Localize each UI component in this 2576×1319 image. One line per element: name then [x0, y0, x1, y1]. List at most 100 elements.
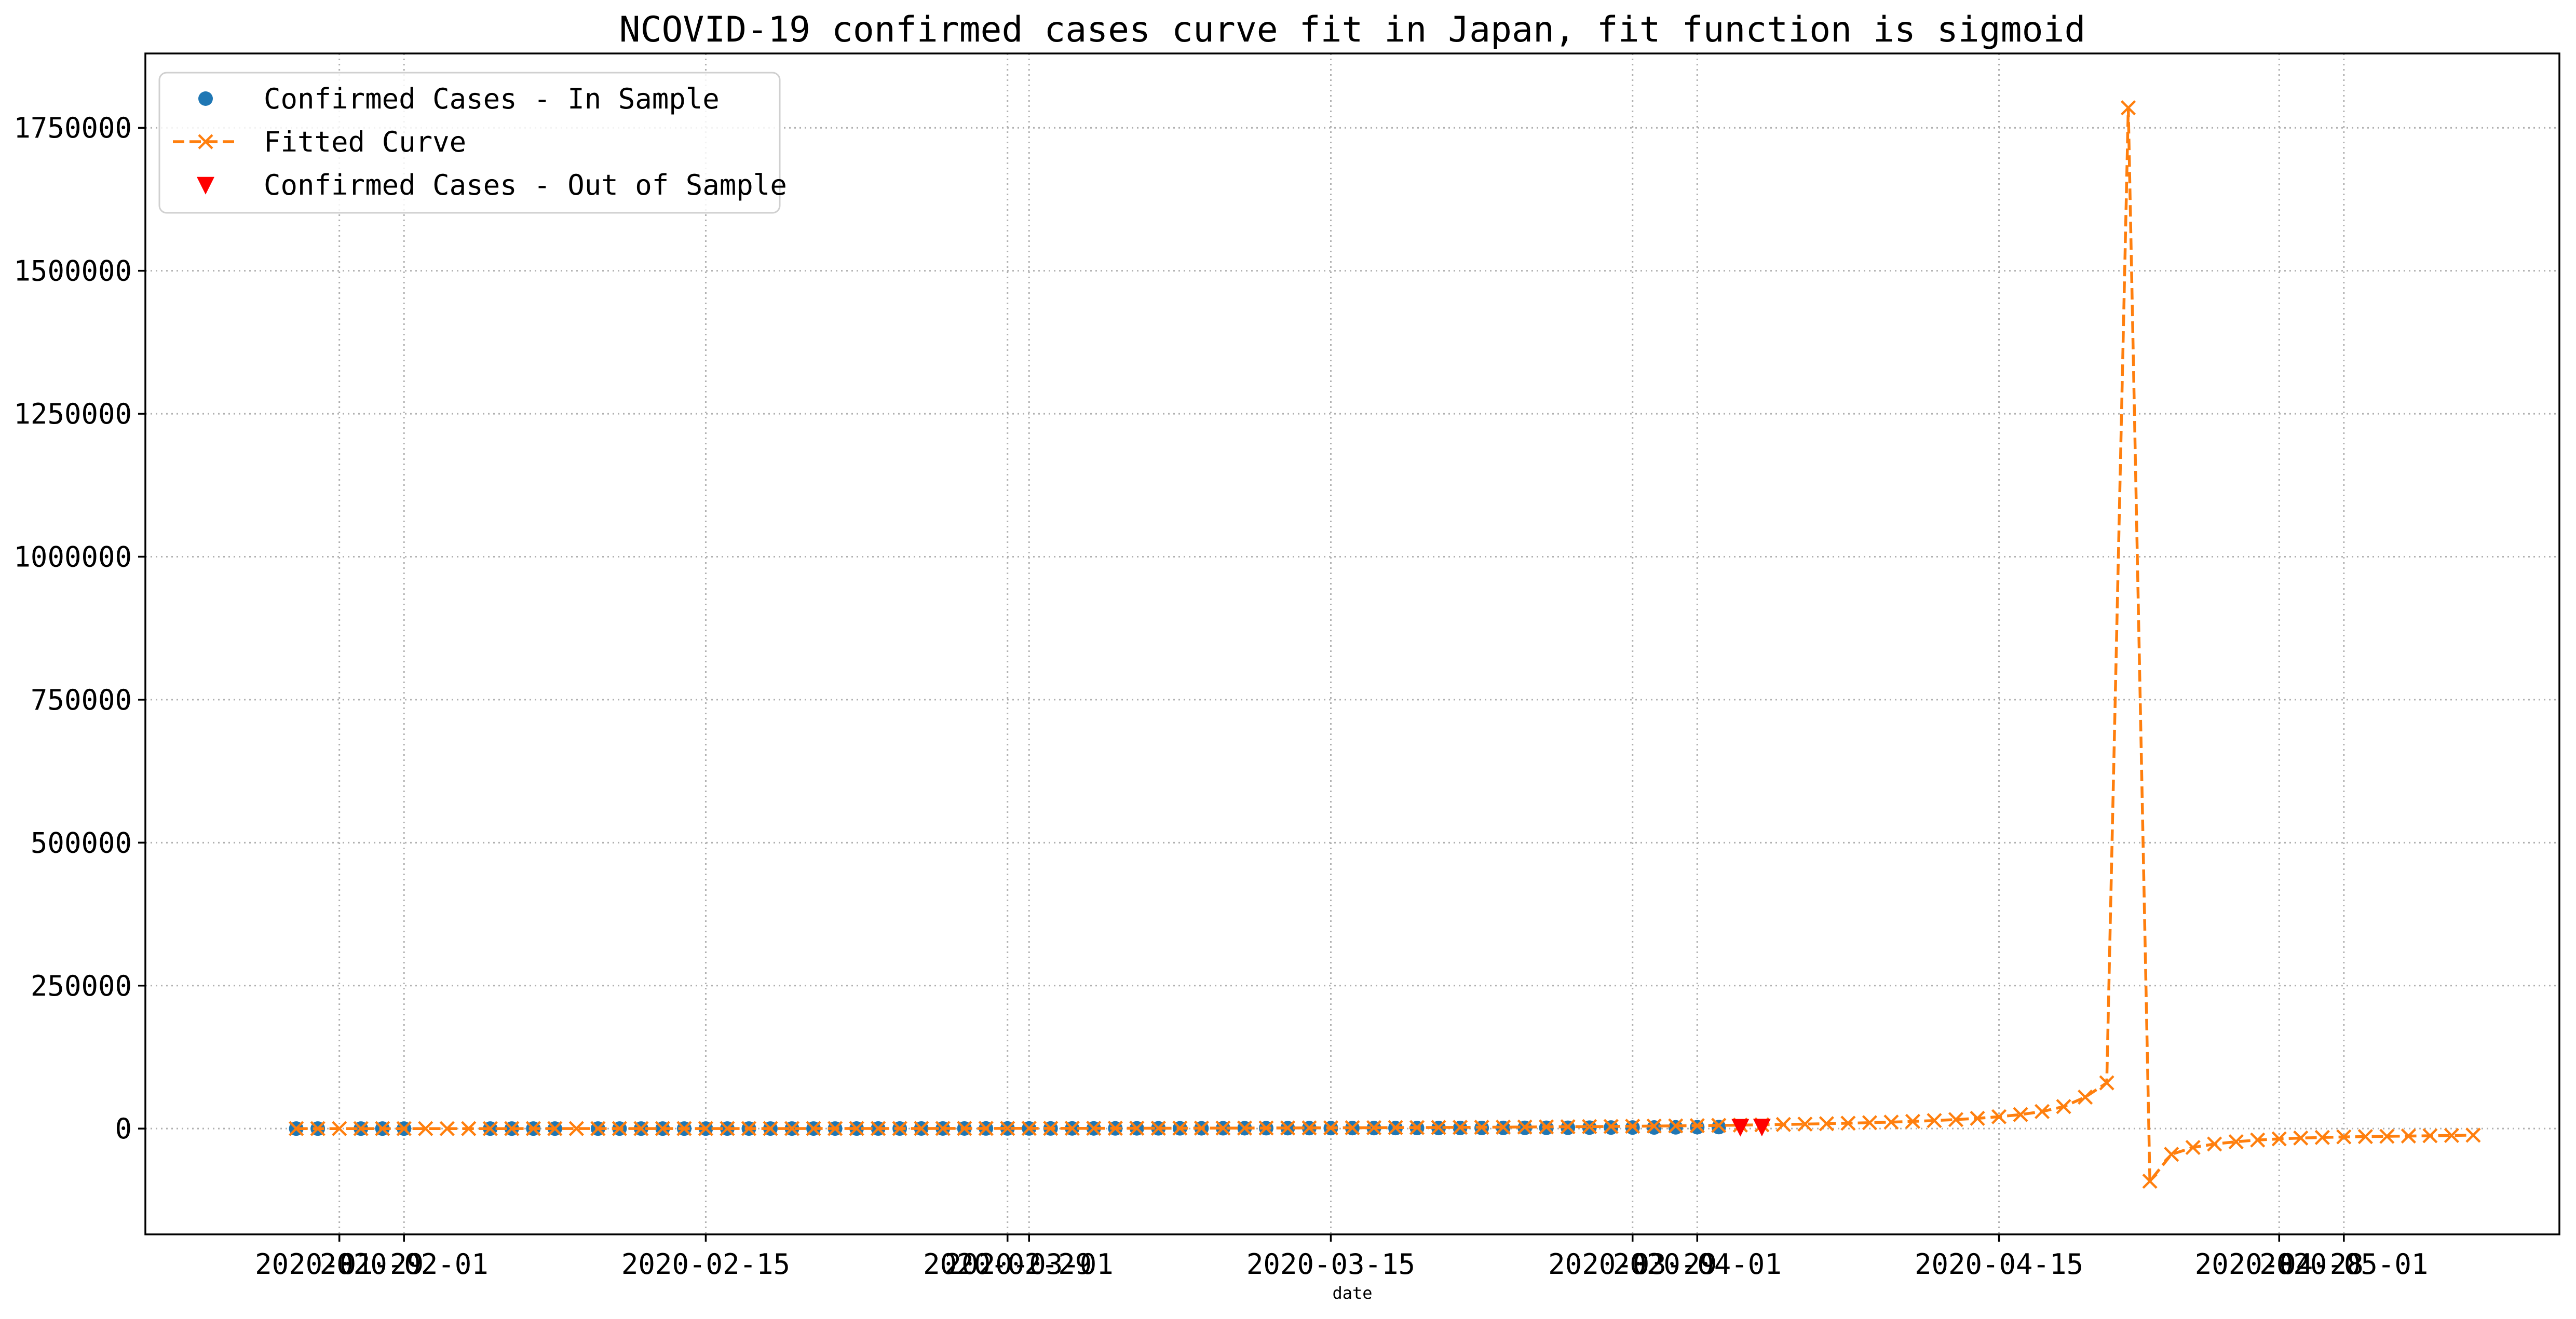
- data-point: [1280, 1120, 1296, 1136]
- data-point: [568, 1121, 584, 1136]
- y-tick-label: 1250000: [13, 398, 132, 430]
- data-point: [1905, 1113, 1921, 1129]
- x-tick-label: 2020-02-15: [621, 1248, 790, 1281]
- data-point: [1064, 1121, 1080, 1136]
- data-point: [2228, 1134, 2244, 1150]
- data-point: [1431, 1120, 1446, 1135]
- data-point: [720, 1121, 735, 1136]
- data-point: [1991, 1109, 2007, 1124]
- x-tick-label: 2020-03-15: [1246, 1248, 1415, 1281]
- data-point: [1474, 1120, 1489, 1135]
- data-point: [698, 1121, 714, 1136]
- data-point: [914, 1121, 929, 1136]
- data-point: [1689, 1118, 1705, 1134]
- data-point: [1452, 1120, 1468, 1135]
- data-point: [806, 1121, 821, 1136]
- fitted-curve-line: [296, 107, 2473, 1186]
- data-point: [1927, 1113, 1942, 1128]
- y-tick-label: 0: [115, 1112, 132, 1145]
- x-axis-label: date: [1332, 1283, 1372, 1303]
- data-point: [1797, 1116, 1813, 1132]
- chart-title: NCOVID-19 confirmed cases curve fit in J…: [619, 9, 2086, 50]
- legend-entry: Fitted Curve: [173, 126, 466, 158]
- data-point: [2034, 1104, 2050, 1119]
- plot-series: [289, 100, 2481, 1189]
- data-point: [1000, 1121, 1015, 1136]
- x-tick-label: 2020-04-28: [2195, 1248, 2364, 1281]
- legend-marker: [198, 91, 213, 106]
- data-point: [892, 1121, 907, 1136]
- legend-entries: Confirmed Cases - In Sample Fitted Curve C…: [173, 83, 787, 201]
- data-point: [482, 1121, 498, 1136]
- data-point: [1753, 1119, 1771, 1137]
- data-point: [2207, 1136, 2222, 1152]
- data-point: [2401, 1128, 2416, 1144]
- data-point: [289, 1121, 304, 1136]
- data-point: [2013, 1107, 2028, 1122]
- data-point: [957, 1121, 972, 1136]
- data-point: [1970, 1110, 1985, 1126]
- data-point: [1582, 1119, 1597, 1134]
- data-point: [935, 1121, 951, 1136]
- data-point: [2099, 1075, 2114, 1091]
- data-point: [1129, 1120, 1145, 1136]
- data-point: [1086, 1121, 1102, 1136]
- data-point: [849, 1121, 864, 1136]
- data-point: [655, 1121, 671, 1136]
- data-point: [2185, 1139, 2201, 1155]
- y-tick-label: 1500000: [13, 255, 132, 288]
- legend-marker: [198, 134, 213, 149]
- data-point: [763, 1121, 778, 1136]
- data-point: [547, 1121, 563, 1136]
- data-point: [1646, 1118, 1662, 1134]
- data-point: [871, 1121, 886, 1136]
- data-point: [1819, 1116, 1834, 1132]
- data-point: [461, 1121, 477, 1136]
- data-point: [1150, 1120, 1166, 1136]
- axis-ticks: 0 250000 500000 750000 1000000 1250000 1500000…: [13, 112, 2428, 1281]
- x-tick-label: 2020-05-01: [2259, 1248, 2428, 1281]
- x-tick-label: 2020-01-29: [255, 1248, 424, 1281]
- x-tick-label: 2020-03-01: [945, 1248, 1114, 1281]
- data-point: [396, 1121, 412, 1136]
- data-point: [1948, 1112, 1964, 1127]
- data-point: [1345, 1120, 1360, 1136]
- data-point: [2314, 1130, 2330, 1145]
- legend-entry: Confirmed Cases - Out of Sample: [197, 169, 787, 201]
- x-tick-label: 2020-04-01: [1613, 1248, 1782, 1281]
- y-tick-label: 1000000: [13, 540, 132, 573]
- data-point: [1107, 1121, 1123, 1136]
- data-point: [353, 1121, 369, 1136]
- data-point: [1560, 1119, 1576, 1135]
- data-point: [978, 1121, 994, 1136]
- data-point: [1517, 1119, 1533, 1135]
- data-point: [1301, 1120, 1317, 1136]
- series-1: [289, 100, 2481, 1189]
- data-point: [332, 1121, 347, 1136]
- data-point: [2465, 1127, 2481, 1143]
- y-tick-label: 250000: [31, 970, 132, 1002]
- data-point: [590, 1121, 606, 1136]
- data-point: [1711, 1120, 1726, 1135]
- data-point: [525, 1121, 541, 1136]
- data-point: [1775, 1117, 1791, 1132]
- legend-marker: [197, 176, 214, 195]
- data-point: [1883, 1114, 1899, 1130]
- data-point: [310, 1121, 326, 1136]
- data-point: [2164, 1147, 2179, 1162]
- data-point: [2357, 1129, 2373, 1145]
- x-tick-label: 2020-03-29: [1548, 1248, 1717, 1281]
- data-point: [1215, 1120, 1231, 1136]
- data-point: [2121, 100, 2136, 116]
- data-point: [827, 1121, 843, 1136]
- data-point: [2142, 1173, 2158, 1189]
- data-point: [1237, 1120, 1253, 1136]
- plot-frame: [144, 52, 2560, 1235]
- data-point: [1194, 1120, 1209, 1136]
- data-point: [1711, 1118, 1727, 1133]
- legend-label: Confirmed Cases - In Sample: [264, 83, 720, 115]
- data-point: [439, 1121, 455, 1136]
